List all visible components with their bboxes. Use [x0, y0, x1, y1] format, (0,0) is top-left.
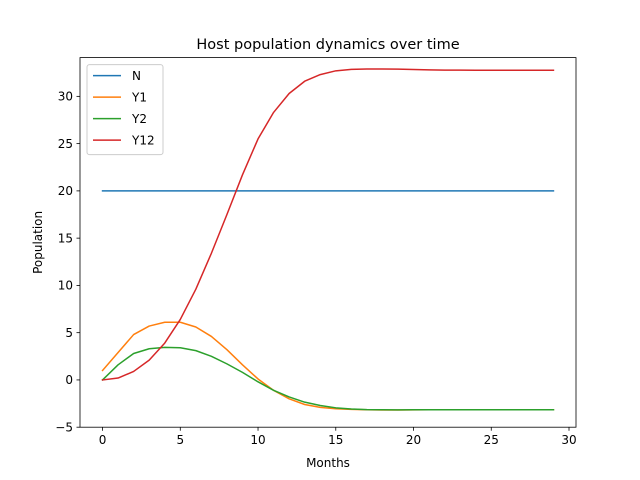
y-tick-label: 10 [58, 279, 73, 293]
legend: N Y1 Y2 Y12 [86, 64, 164, 156]
chart-title: Host population dynamics over time [196, 37, 459, 53]
plot-frame [79, 57, 577, 428]
legend-box [86, 64, 164, 156]
plot-lines [101, 68, 555, 411]
y-tick-label: −5 [55, 421, 73, 435]
x-tick-label: 25 [484, 433, 499, 447]
x-tick-label: 0 [99, 433, 107, 447]
y-tick-label: 5 [65, 326, 73, 340]
series-line-y12 [101, 68, 555, 381]
series-line-y2 [101, 346, 555, 411]
x-tick-label: 5 [176, 433, 184, 447]
y-tick-label: 30 [58, 90, 73, 104]
legend-label-n: N [132, 69, 141, 83]
legend-label-y1: Y1 [131, 90, 147, 104]
y-axis-title: Population [31, 211, 45, 274]
x-tick-label: 20 [406, 433, 421, 447]
x-tick-label: 30 [561, 433, 576, 447]
y-tick-label: 0 [65, 373, 73, 387]
y-tick-label: 15 [58, 231, 73, 245]
legend-label-y12: Y12 [131, 133, 155, 147]
y-tick-label: 25 [58, 137, 73, 151]
x-axis-title: Months [306, 456, 350, 470]
legend-label-y2: Y2 [131, 112, 147, 126]
y-axis-ticks: −5 0 5 10 15 20 25 30 [55, 90, 80, 435]
y-tick-label: 20 [58, 184, 73, 198]
x-tick-label: 15 [328, 433, 343, 447]
x-tick-label: 10 [250, 433, 265, 447]
x-axis-ticks: 0 5 10 15 20 25 30 [99, 427, 577, 447]
